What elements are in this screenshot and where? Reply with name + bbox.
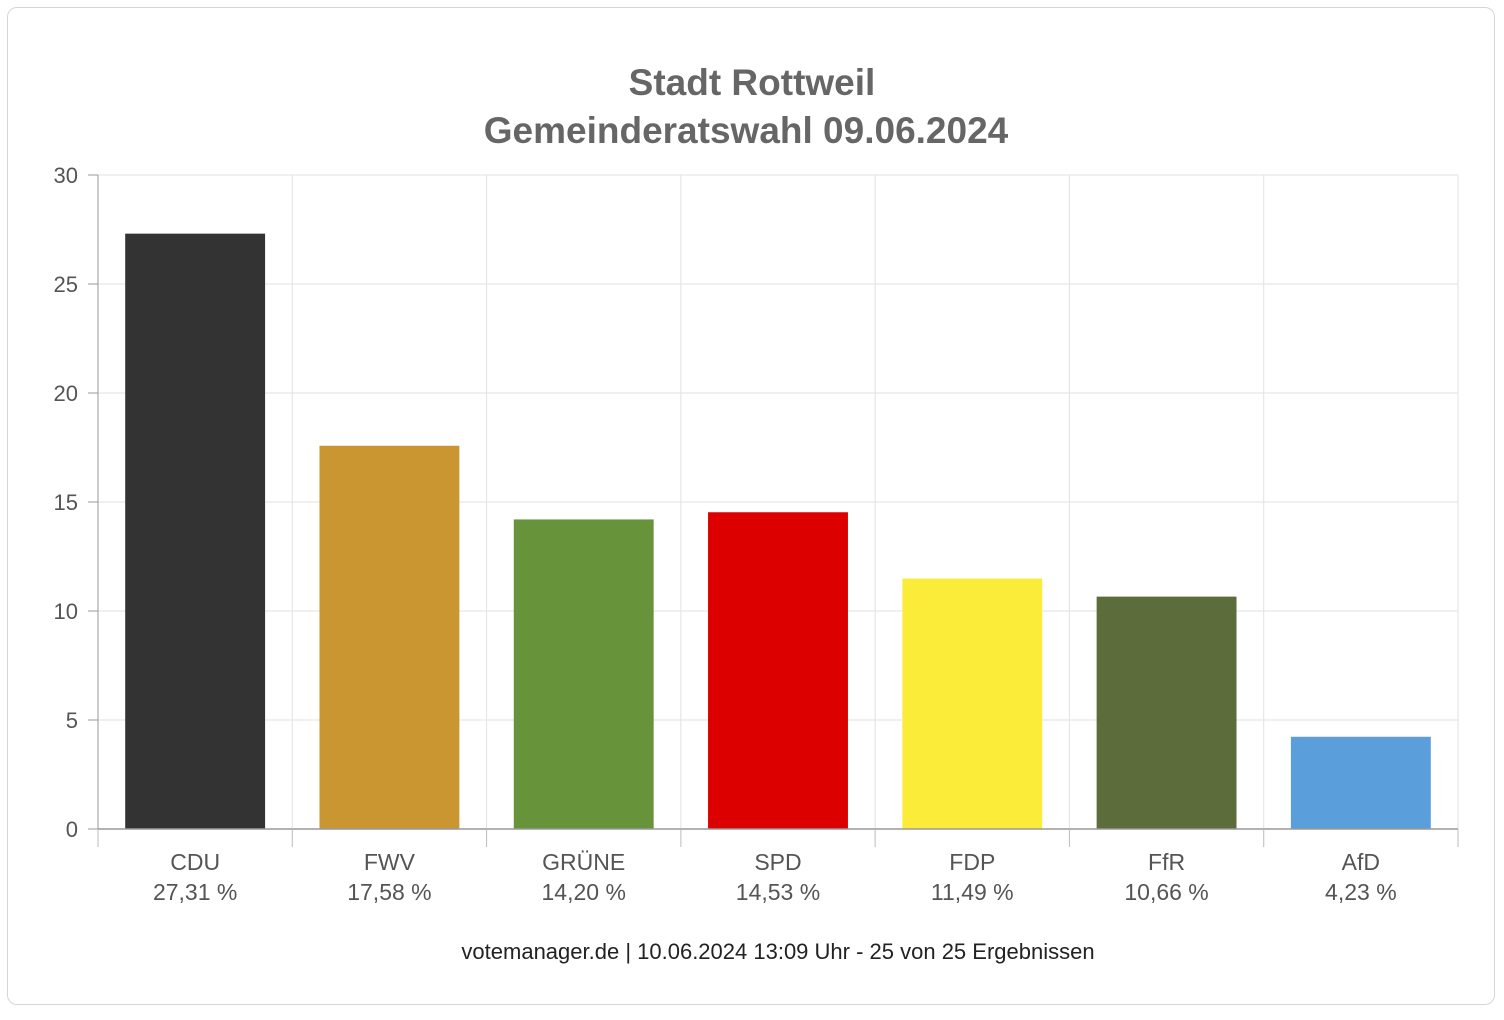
y-tick-label: 0 [66, 817, 78, 842]
x-tick-label: FDP [949, 849, 995, 875]
bar-fdp[interactable] [902, 578, 1043, 829]
bar-spd[interactable] [708, 512, 848, 829]
x-tick-label: CDU [170, 849, 220, 875]
y-tick-label: 5 [66, 708, 78, 733]
y-tick-label: 25 [54, 272, 78, 297]
bar-grüne[interactable] [513, 519, 654, 829]
data-label: 4,23 % [1325, 879, 1397, 905]
y-axis: 0 5 10 15 20 25 30 [54, 163, 99, 842]
x-tick-label: GRÜNE [542, 849, 625, 875]
x-tick-label: AfD [1342, 849, 1380, 875]
data-label: 14,20 % [542, 879, 626, 905]
data-label: 27,31 % [153, 879, 237, 905]
bar-cdu[interactable] [125, 233, 266, 830]
chart-title: Stadt Rottweil [629, 62, 876, 103]
data-label: 11,49 % [931, 879, 1014, 905]
source-footer: votemanager.de | 10.06.2024 13:09 Uhr - … [461, 939, 1094, 964]
data-label: 10,66 % [1124, 879, 1208, 905]
y-tick-label: 10 [54, 599, 78, 624]
x-tick-label: FWV [364, 849, 416, 875]
y-tick-label: 30 [54, 163, 78, 188]
x-tick-label: SPD [754, 849, 801, 875]
y-tick-label: 20 [54, 381, 78, 406]
bars [125, 233, 1431, 830]
chart-subtitle: Gemeinderatswahl 09.06.2024 [484, 110, 1009, 151]
data-label: 14,53 % [736, 879, 820, 905]
y-tick-label: 15 [54, 490, 78, 515]
bar-ffr[interactable] [1096, 596, 1237, 829]
data-label: 17,58 % [347, 879, 431, 905]
x-axis: CDU 27,31 % FWV 17,58 % GRÜNE 14,20 % SPD 14,53… [97, 828, 1459, 905]
bar-fwv[interactable] [319, 445, 460, 829]
bar-afd[interactable] [1290, 736, 1431, 829]
x-tick-label: FfR [1148, 849, 1185, 875]
